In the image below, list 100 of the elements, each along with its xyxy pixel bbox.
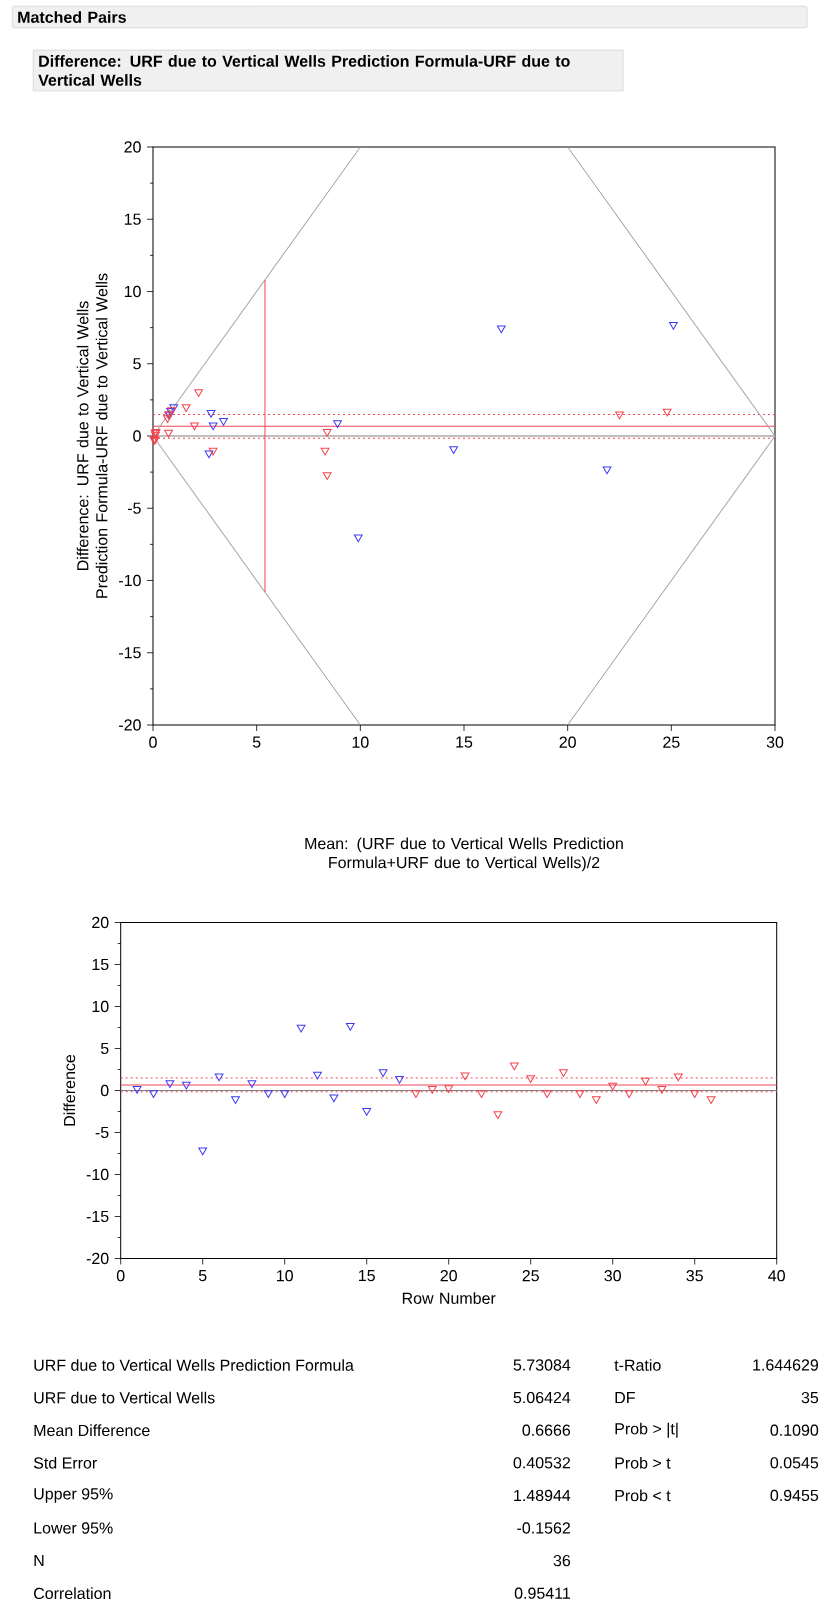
- text: t-Ratio: [614, 1359, 661, 1371]
- x-tick-label: 25: [663, 736, 680, 748]
- point: [542, 1090, 552, 1099]
- y-tick-label: 20: [92, 916, 109, 929]
- point: [181, 1081, 191, 1090]
- x-tick-label: 20: [440, 1270, 457, 1282]
- y-tick-label: -5: [95, 1126, 109, 1139]
- x-tick-label: 5: [198, 1270, 207, 1282]
- point: [208, 422, 218, 431]
- x-tick-label: 20: [559, 736, 576, 748]
- text: 35: [801, 1391, 819, 1404]
- x-axis-title: Mean: (URF due to Vertical Wells Prediction Formula+URF due to Vertical Wells)/2: [305, 837, 623, 872]
- point: [219, 418, 228, 426]
- y-tick-label: 0: [100, 1084, 109, 1097]
- text: URF due to Vertical Wells: [34, 1391, 215, 1404]
- x-tick-label: 15: [456, 736, 473, 748]
- text: 0.1090: [770, 1424, 819, 1436]
- y-tick-label: -5: [127, 502, 141, 514]
- point: [395, 1075, 404, 1084]
- x-tick-label: 40: [768, 1270, 785, 1282]
- y-tick-label: -10: [119, 574, 141, 587]
- text: N: [34, 1555, 44, 1567]
- text: 0.9455: [770, 1489, 819, 1502]
- point: [477, 1090, 486, 1099]
- point: [509, 1062, 519, 1071]
- y-tick-label: 0: [133, 430, 141, 442]
- y-tick-label: 5: [100, 1042, 109, 1055]
- y-tick-label: 20: [124, 141, 141, 153]
- text: Std Error: [33, 1456, 97, 1469]
- chart-subtitle: Difference: URF due to Vertical Wells Prediction Formula-URF due to Vertical Wells: [38, 55, 570, 86]
- text: Prob < t: [615, 1489, 671, 1502]
- y-tick-label: -20: [86, 1252, 109, 1265]
- point: [362, 1107, 372, 1116]
- x-tick-label: 10: [352, 736, 369, 748]
- point: [427, 1086, 437, 1094]
- point: [247, 1080, 257, 1088]
- y-axis-title: Difference: URF due to Vertical Wells Prediction Formula-URF due to Vertical Wells: [76, 273, 108, 598]
- point: [231, 1096, 240, 1104]
- y-tick-label: -20: [119, 719, 141, 731]
- point: [345, 1023, 355, 1031]
- text: Prob > |t|: [615, 1422, 678, 1438]
- point: [214, 1073, 224, 1082]
- text: Lower 95%: [34, 1522, 113, 1534]
- point: [411, 1090, 421, 1099]
- point: [449, 446, 459, 454]
- point: [132, 1086, 142, 1094]
- x-tick-label: 10: [277, 1270, 293, 1282]
- y-tick-label: 10: [124, 285, 141, 298]
- point: [615, 411, 624, 420]
- point: [296, 1024, 306, 1033]
- point: [164, 429, 173, 438]
- point: [163, 415, 172, 423]
- point: [690, 1090, 700, 1099]
- point: [575, 1090, 585, 1099]
- text: Prob > t: [615, 1456, 671, 1469]
- point: [322, 472, 332, 480]
- text: 0.0545: [770, 1457, 819, 1469]
- x-tick-label: 25: [522, 1270, 539, 1282]
- text: 0.95411: [514, 1587, 571, 1599]
- text: 0.40532: [513, 1457, 570, 1469]
- x-tick-label: 30: [604, 1270, 621, 1282]
- x-tick-label: 30: [766, 736, 784, 748]
- text: 0.6666: [522, 1424, 571, 1436]
- x-tick-label: 35: [686, 1270, 703, 1282]
- y-tick-label: 15: [92, 958, 109, 971]
- point: [602, 466, 612, 475]
- chart-title: Matched Pairs: [18, 11, 126, 23]
- point: [320, 447, 330, 456]
- point: [208, 447, 218, 456]
- point: [280, 1090, 290, 1099]
- point: [641, 1077, 650, 1086]
- point: [206, 410, 216, 418]
- point: [591, 1096, 601, 1104]
- point: [669, 321, 678, 330]
- point: [194, 389, 204, 397]
- point: [673, 1073, 683, 1082]
- text: -0.1562: [517, 1522, 570, 1534]
- point: [313, 1071, 322, 1080]
- point: [460, 1072, 470, 1081]
- text: 36: [553, 1554, 571, 1567]
- point: [706, 1096, 716, 1104]
- point: [559, 1069, 568, 1078]
- point: [608, 1082, 618, 1091]
- text: URF due to Vertical Wells Prediction Formula: [34, 1359, 354, 1371]
- point: [165, 1080, 175, 1088]
- text: 5.73084: [513, 1359, 571, 1371]
- x-tick-label: 15: [359, 1270, 375, 1282]
- point: [496, 325, 506, 334]
- point: [493, 1111, 503, 1120]
- y-tick-label: 15: [124, 213, 141, 225]
- point: [333, 420, 342, 428]
- point: [624, 1090, 634, 1099]
- y-tick-label: -10: [86, 1168, 109, 1181]
- y-tick-label: 5: [133, 358, 141, 370]
- point: [444, 1085, 454, 1093]
- text: Mean Difference: [34, 1424, 150, 1437]
- y-tick-label: -15: [119, 647, 141, 659]
- point: [190, 422, 199, 431]
- text: 5.06424: [513, 1391, 571, 1404]
- point: [149, 1090, 158, 1099]
